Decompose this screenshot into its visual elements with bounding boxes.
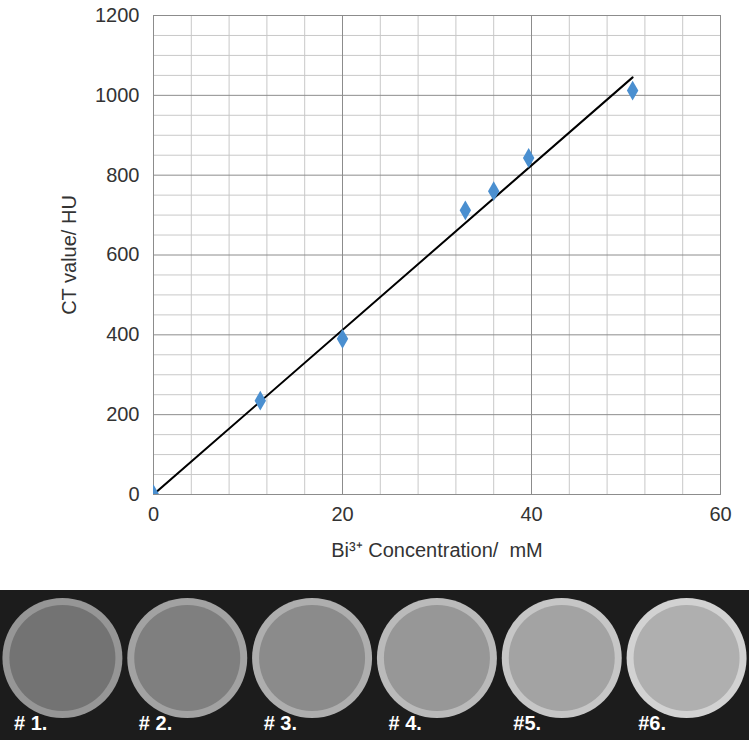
svg-text:0: 0 — [128, 483, 139, 505]
svg-text:40: 40 — [520, 503, 542, 525]
svg-text:400: 400 — [106, 323, 139, 345]
svg-text:1000: 1000 — [95, 84, 140, 106]
svg-text:# 3.: # 3. — [264, 712, 297, 734]
svg-text:CT value/ HU: CT value/ HU — [58, 195, 80, 315]
svg-text:20: 20 — [331, 503, 353, 525]
svg-text:# 4.: # 4. — [389, 712, 422, 734]
svg-text:# 2.: # 2. — [139, 712, 172, 734]
svg-text:60: 60 — [709, 503, 731, 525]
svg-text:1200: 1200 — [95, 4, 140, 26]
svg-text:#6.: #6. — [638, 712, 666, 734]
svg-text:800: 800 — [106, 164, 139, 186]
svg-text:0: 0 — [148, 503, 159, 525]
svg-text:200: 200 — [106, 403, 139, 425]
svg-text:600: 600 — [106, 243, 139, 265]
svg-text:#5.: #5. — [513, 712, 541, 734]
svg-text:Bi³⁺ Concentration/ mM: Bi³⁺ Concentration/ mM — [331, 539, 543, 561]
svg-text:# 1.: # 1. — [14, 712, 47, 734]
